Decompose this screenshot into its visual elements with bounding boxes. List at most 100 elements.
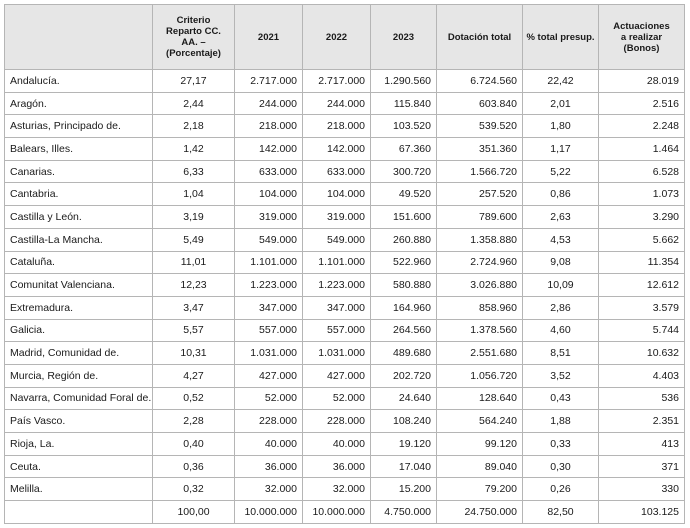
cell-criterio: 0,52 [152, 386, 235, 411]
cell-2023: 580.880 [370, 273, 437, 297]
cell-2023: 202.720 [370, 363, 437, 388]
cell-2021: 52.000 [234, 386, 303, 411]
header-2021: 2021 [234, 4, 303, 70]
cell-2023: 260.880 [370, 227, 437, 252]
cell-dotacion-total: 789.600 [436, 205, 523, 229]
header-actuaciones-label: Actuaciones a realizar (Bonos) [613, 20, 670, 54]
cell-dotacion-total: 351.360 [436, 137, 523, 161]
cell-2023: 489.680 [370, 341, 437, 365]
cell-region: Melilla. [4, 477, 153, 502]
cell-region: Ceuta. [4, 454, 153, 479]
table-row: Murcia, Región de. 4,27 427.000 427.000 202.… [4, 363, 685, 388]
cell-criterio: 0,32 [152, 477, 235, 502]
header-actuaciones: Actuaciones a realizar (Bonos) [598, 4, 685, 70]
cell-dotacion-total: 257.520 [436, 182, 523, 207]
cell-2021: 104.000 [234, 182, 303, 207]
cell-region: Castilla y León. [4, 205, 153, 229]
cell-2023: 164.960 [370, 295, 437, 320]
cell-region: Andalucía. [4, 69, 153, 93]
cell-2021: 218.000 [234, 114, 303, 139]
cell-2022: 40.000 [302, 432, 371, 456]
cell-dotacion-total: 2.551.680 [436, 341, 523, 365]
cell-region: Rioja, La. [4, 432, 153, 456]
cell-2021: 10.000.000 [234, 500, 303, 525]
cell-pct-presupuesto: 1,80 [522, 114, 599, 139]
cell-criterio: 27,17 [152, 69, 235, 93]
cell-2023: 67.360 [370, 137, 437, 161]
table-row: País Vasco. 2,28 228.000 228.000 108.240 564.… [4, 409, 685, 433]
cell-2022: 52.000 [302, 386, 371, 411]
cell-pct-presupuesto: 4,60 [522, 318, 599, 343]
cell-criterio: 2,44 [152, 91, 235, 116]
header-row: Criterio Reparto CC. AA. – (Porcentaje) … [4, 4, 685, 70]
cell-actuaciones: 28.019 [598, 69, 685, 93]
table-row: Castilla y León. 3,19 319.000 319.000 151.60… [4, 205, 685, 229]
cell-region: Cataluña. [4, 250, 153, 275]
cell-actuaciones: 2.516 [598, 91, 685, 116]
cell-2023: 151.600 [370, 205, 437, 229]
cell-2021: 347.000 [234, 295, 303, 320]
cell-region: Extremadura. [4, 295, 153, 320]
cell-2022: 1.031.000 [302, 341, 371, 365]
cell-criterio: 10,31 [152, 341, 235, 365]
cell-criterio: 0,36 [152, 454, 235, 479]
cell-region: Murcia, Región de. [4, 363, 153, 388]
cell-criterio: 6,33 [152, 159, 235, 184]
cell-region: Aragón. [4, 91, 153, 116]
cell-actuaciones: 6.528 [598, 159, 685, 184]
cell-pct-presupuesto: 22,42 [522, 69, 599, 93]
cell-pct-presupuesto: 2,86 [522, 295, 599, 320]
cell-2022: 633.000 [302, 159, 371, 184]
cell-2021: 1.223.000 [234, 273, 303, 297]
cell-dotacion-total: 1.566.720 [436, 159, 523, 184]
cell-region: Madrid, Comunidad de. [4, 341, 153, 365]
table-row: Ceuta. 0,36 36.000 36.000 17.040 89.040 0,30 37… [4, 454, 685, 479]
cell-2022: 2.717.000 [302, 69, 371, 93]
cell-actuaciones: 330 [598, 477, 685, 502]
cell-2021: 2.717.000 [234, 69, 303, 93]
cell-actuaciones: 103.125 [598, 500, 685, 525]
cell-actuaciones: 1.464 [598, 137, 685, 161]
cell-criterio: 5,57 [152, 318, 235, 343]
cell-dotacion-total: 128.640 [436, 386, 523, 411]
cell-2023: 300.720 [370, 159, 437, 184]
table-row: Extremadura. 3,47 347.000 347.000 164.960 858… [4, 295, 685, 320]
table-row: Balears, Illes. 1,42 142.000 142.000 67.360 3… [4, 137, 685, 161]
cell-actuaciones: 5.744 [598, 318, 685, 343]
cell-dotacion-total: 6.724.560 [436, 69, 523, 93]
cell-pct-presupuesto: 3,52 [522, 363, 599, 388]
cell-pct-presupuesto: 5,22 [522, 159, 599, 184]
cell-region: Cantabria. [4, 182, 153, 207]
header-2022: 2022 [302, 4, 371, 70]
cell-region: Comunitat Valenciana. [4, 273, 153, 297]
table-row: Galicia. 5,57 557.000 557.000 264.560 1.378.5… [4, 318, 685, 343]
cell-2023: 49.520 [370, 182, 437, 207]
cell-actuaciones: 413 [598, 432, 685, 456]
cell-region: Galicia. [4, 318, 153, 343]
cell-2023: 115.840 [370, 91, 437, 116]
cell-actuaciones: 12.612 [598, 273, 685, 297]
cell-2021: 319.000 [234, 205, 303, 229]
cell-dotacion-total: 99.120 [436, 432, 523, 456]
cell-actuaciones: 3.579 [598, 295, 685, 320]
cell-pct-presupuesto: 0,30 [522, 454, 599, 479]
cell-2023: 24.640 [370, 386, 437, 411]
cell-2023: 19.120 [370, 432, 437, 456]
cell-criterio: 12,23 [152, 273, 235, 297]
cell-2023: 15.200 [370, 477, 437, 502]
cell-criterio: 5,49 [152, 227, 235, 252]
header-2023: 2023 [370, 4, 437, 70]
cell-2022: 347.000 [302, 295, 371, 320]
cell-criterio: 2,18 [152, 114, 235, 139]
cell-criterio: 3,47 [152, 295, 235, 320]
cell-2021: 557.000 [234, 318, 303, 343]
cell-actuaciones: 2.351 [598, 409, 685, 433]
header-criterio: Criterio Reparto CC. AA. – (Porcentaje) [152, 4, 235, 70]
cell-2022: 36.000 [302, 454, 371, 479]
cell-pct-presupuesto: 0,43 [522, 386, 599, 411]
cell-dotacion-total: 24.750.000 [436, 500, 523, 525]
cell-2022: 1.101.000 [302, 250, 371, 275]
cell-actuaciones: 4.403 [598, 363, 685, 388]
cell-criterio: 100,00 [152, 500, 235, 525]
cell-criterio: 2,28 [152, 409, 235, 433]
